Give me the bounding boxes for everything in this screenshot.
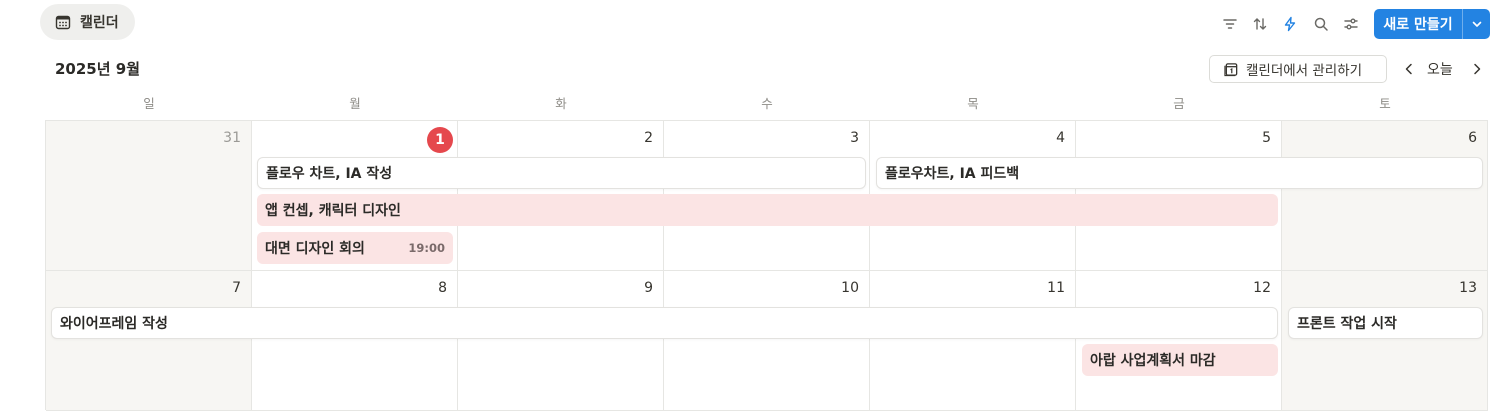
view-label: 캘린더 [80, 15, 119, 31]
event-title: 대면 디자인 회의 [265, 241, 365, 257]
calendar-view-tab[interactable]: 캘린더 [40, 4, 135, 40]
day-cell[interactable]: 11 [870, 271, 1076, 411]
calendar-event[interactable]: 대면 디자인 회의 19:00 [257, 232, 453, 264]
day-cell[interactable]: 5 [1076, 121, 1282, 271]
weekday-header: 일 월 화 수 목 금 토 [46, 93, 1488, 115]
lightning-icon[interactable] [1278, 12, 1302, 36]
day-cell[interactable]: 13 [1282, 271, 1488, 411]
day-cell[interactable]: 7 [46, 271, 252, 411]
event-title: 프론트 작업 시작 [1297, 316, 1397, 332]
day-cell[interactable]: 6 [1282, 121, 1488, 271]
day-number: 7 [232, 280, 241, 296]
calendar-event[interactable]: 플로우차트, IA 피드백 [876, 157, 1483, 189]
settings-sliders-icon[interactable] [1339, 12, 1363, 36]
day-number: 2 [644, 130, 653, 146]
event-title: 아랍 사업계획서 마감 [1090, 353, 1216, 369]
day-cell[interactable]: 12 [1076, 271, 1282, 411]
calendar-event[interactable]: 와이어프레임 작성 [51, 307, 1278, 339]
calendar-event[interactable]: 아랍 사업계획서 마감 [1082, 344, 1278, 376]
day-number: 13 [1459, 280, 1477, 296]
day-cell[interactable]: 8 [252, 271, 458, 411]
month-title: 2025년 9월 [55, 60, 141, 78]
new-button-label[interactable]: 새로 만들기 [1383, 17, 1453, 33]
day-number: 9 [644, 280, 653, 296]
event-title: 앱 컨셉, 캐릭터 디자인 [265, 203, 401, 219]
event-title: 플로우차트, IA 피드백 [885, 166, 1020, 182]
event-time: 19:00 [408, 241, 445, 255]
calendar-grid: 31 1 2 3 4 5 6 7 8 9 10 11 12 13 플로우 차트,… [45, 120, 1488, 411]
calendar-event[interactable]: 앱 컨셉, 캐릭터 디자인 [257, 194, 1278, 226]
toolbar: 새로 만들기 [1215, 9, 1501, 39]
day-number: 12 [1253, 280, 1271, 296]
weekday-label: 금 [1173, 96, 1185, 111]
search-icon[interactable] [1309, 12, 1333, 36]
weekday-label: 목 [967, 96, 979, 111]
day-number: 6 [1468, 130, 1477, 146]
day-number: 8 [438, 280, 447, 296]
calendar-icon [55, 14, 71, 30]
chevron-right-icon[interactable] [1466, 58, 1488, 80]
day-number: 5 [1262, 130, 1271, 146]
weekday-label: 토 [1379, 96, 1391, 111]
chevron-left-icon[interactable] [1398, 58, 1420, 80]
weekday-label: 월 [349, 96, 361, 111]
manage-in-calendar-button[interactable]: 캘린더에서 관리하기 [1209, 55, 1387, 83]
filter-icon[interactable] [1218, 12, 1242, 36]
sort-icon[interactable] [1248, 12, 1272, 36]
day-number: 11 [1047, 280, 1065, 296]
event-title: 플로우 차트, IA 작성 [266, 166, 393, 182]
calendar-event[interactable]: 플로우 차트, IA 작성 [257, 157, 866, 189]
calendar-app-icon [1224, 62, 1239, 77]
weekday-label: 화 [555, 96, 567, 111]
day-number: 10 [841, 280, 859, 296]
day-cell[interactable]: 10 [664, 271, 870, 411]
day-number: 4 [1056, 130, 1065, 146]
weekday-label: 수 [761, 96, 773, 111]
day-number: 31 [223, 130, 241, 146]
weekday-label: 일 [143, 96, 155, 111]
day-cell[interactable]: 9 [458, 271, 664, 411]
day-cell[interactable]: 31 [46, 121, 252, 271]
day-number: 3 [850, 130, 859, 146]
today-badge: 1 [427, 127, 453, 153]
today-button[interactable]: 오늘 [1427, 62, 1453, 78]
event-title: 와이어프레임 작성 [60, 316, 168, 332]
manage-label: 캘린더에서 관리하기 [1246, 63, 1363, 79]
new-button[interactable]: 새로 만들기 [1374, 9, 1490, 39]
calendar-event[interactable]: 프론트 작업 시작 [1288, 307, 1483, 339]
chevron-down-icon[interactable] [1463, 9, 1490, 39]
